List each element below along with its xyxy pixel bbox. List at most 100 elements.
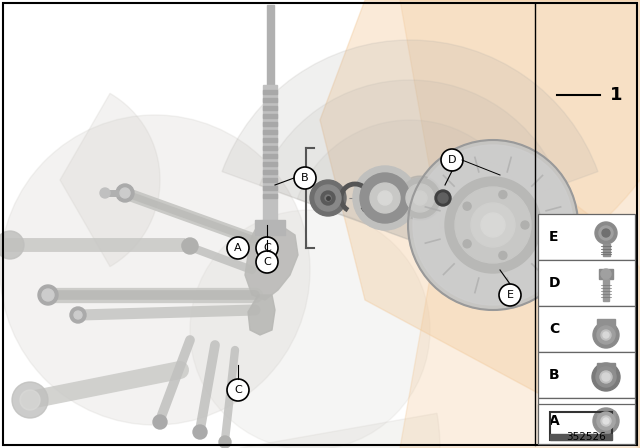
Circle shape <box>400 178 440 218</box>
Circle shape <box>599 226 613 240</box>
Circle shape <box>438 193 448 203</box>
Bar <box>263 130 277 134</box>
Bar <box>602 244 609 256</box>
Circle shape <box>471 203 515 247</box>
Circle shape <box>406 184 434 212</box>
Bar <box>599 269 613 279</box>
Circle shape <box>153 415 167 429</box>
Bar <box>597 363 615 377</box>
Circle shape <box>455 187 531 263</box>
Bar <box>267 5 274 85</box>
Circle shape <box>360 173 410 223</box>
Bar <box>263 90 277 94</box>
Circle shape <box>593 322 619 348</box>
Circle shape <box>481 213 505 237</box>
Polygon shape <box>320 0 640 448</box>
Text: D: D <box>549 276 561 290</box>
Wedge shape <box>297 120 523 240</box>
Circle shape <box>602 373 610 381</box>
Text: C: C <box>234 385 242 395</box>
Circle shape <box>38 285 58 305</box>
Bar <box>538 260 635 306</box>
Circle shape <box>190 210 430 448</box>
Bar <box>603 279 609 301</box>
Circle shape <box>597 412 615 430</box>
Text: E: E <box>549 230 559 244</box>
Circle shape <box>445 177 541 273</box>
Circle shape <box>100 188 110 198</box>
Circle shape <box>521 221 529 229</box>
Circle shape <box>0 115 310 425</box>
Bar <box>597 319 615 335</box>
Circle shape <box>441 149 463 171</box>
Wedge shape <box>400 0 640 295</box>
Bar <box>538 398 635 444</box>
Bar <box>538 404 635 444</box>
Circle shape <box>408 140 578 310</box>
Text: 1: 1 <box>610 86 623 104</box>
Bar <box>263 170 277 174</box>
Circle shape <box>12 382 48 418</box>
Bar <box>263 146 277 150</box>
Circle shape <box>592 363 620 391</box>
Bar <box>263 178 277 182</box>
Circle shape <box>596 367 616 387</box>
Bar <box>538 352 635 398</box>
Bar <box>263 114 277 118</box>
Bar <box>255 220 285 235</box>
Circle shape <box>256 251 278 273</box>
Bar <box>263 186 277 190</box>
Circle shape <box>593 408 619 434</box>
Circle shape <box>499 190 507 198</box>
Text: A: A <box>549 414 560 428</box>
Circle shape <box>70 307 86 323</box>
Circle shape <box>463 240 471 248</box>
Circle shape <box>227 237 249 259</box>
Wedge shape <box>240 413 440 448</box>
Wedge shape <box>260 80 561 240</box>
Circle shape <box>256 237 278 259</box>
Bar <box>597 411 615 423</box>
Text: A: A <box>234 243 242 253</box>
Text: C: C <box>549 322 559 336</box>
Bar <box>263 98 277 102</box>
Text: D: D <box>448 155 456 165</box>
Circle shape <box>42 289 54 301</box>
Wedge shape <box>60 93 160 267</box>
Text: C: C <box>263 257 271 267</box>
Text: B: B <box>301 173 309 183</box>
Circle shape <box>193 425 207 439</box>
Circle shape <box>602 229 610 237</box>
Bar <box>263 85 277 225</box>
Circle shape <box>601 416 611 426</box>
Circle shape <box>182 238 198 254</box>
Text: E: E <box>506 290 513 300</box>
Text: 352526: 352526 <box>566 432 606 442</box>
Circle shape <box>370 183 400 213</box>
Circle shape <box>601 330 611 340</box>
Circle shape <box>74 311 82 319</box>
Circle shape <box>600 371 612 383</box>
Text: C: C <box>263 243 271 253</box>
Circle shape <box>116 184 134 202</box>
Polygon shape <box>248 295 275 335</box>
Bar <box>263 162 277 166</box>
Circle shape <box>378 191 392 205</box>
Circle shape <box>597 326 615 344</box>
Circle shape <box>321 191 335 205</box>
Bar <box>550 434 612 440</box>
Circle shape <box>353 166 417 230</box>
Circle shape <box>227 379 249 401</box>
Wedge shape <box>400 153 640 448</box>
Circle shape <box>310 180 346 216</box>
Circle shape <box>499 284 521 306</box>
Bar <box>263 122 277 126</box>
Circle shape <box>603 418 609 424</box>
Bar <box>263 154 277 158</box>
Circle shape <box>219 436 231 448</box>
Bar <box>263 194 277 198</box>
Bar <box>538 214 635 260</box>
Circle shape <box>398 176 442 220</box>
Circle shape <box>0 231 24 259</box>
Circle shape <box>315 185 341 211</box>
